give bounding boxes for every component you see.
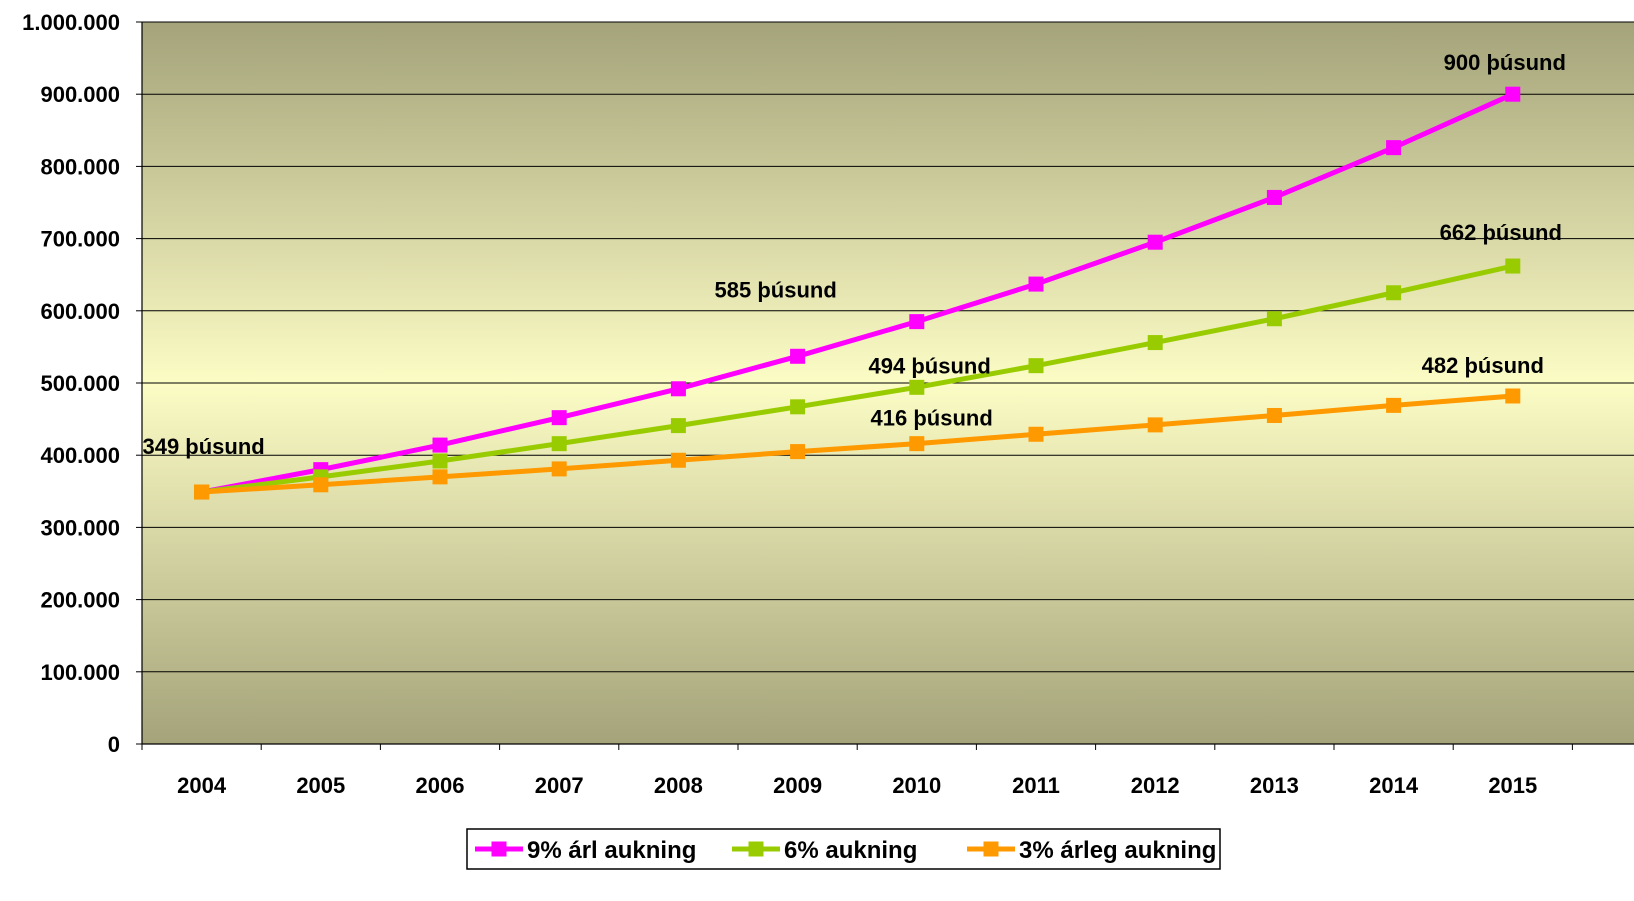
gridlines [142, 21, 1634, 673]
y-tick-label: 400.000 [40, 443, 120, 468]
legend-box [466, 828, 1221, 870]
series-line [201, 393, 1513, 495]
y-tick-label: 500.000 [40, 371, 120, 396]
series-layer [194, 86, 1521, 500]
y-axis-labels: 0 100.000 200.000 300.000 400.000 500.000 600.… [22, 10, 120, 757]
x-tick-label: 2006 [416, 773, 465, 798]
legend-label: 9% árl aukning [527, 837, 696, 864]
data-point [1147, 417, 1163, 433]
y-tick-label: 900.000 [40, 82, 120, 107]
x-tick-label: 2013 [1250, 773, 1299, 798]
x-tick-label: 2012 [1131, 773, 1180, 798]
legend-item: 6% aukning [732, 837, 917, 864]
series-line [201, 91, 1514, 495]
data-point [790, 444, 806, 460]
x-tick-label: 2004 [177, 773, 227, 798]
legend-swatch-marker [983, 841, 999, 857]
data-label: 900 þúsund [1444, 50, 1566, 75]
x-tick-label: 2007 [535, 773, 584, 798]
data-point [194, 484, 210, 500]
data-point [1386, 285, 1402, 301]
data-point [790, 399, 806, 415]
data-point [1505, 388, 1521, 404]
y-tick-label: 600.000 [40, 299, 120, 324]
y-tick-label: 0 [108, 732, 120, 757]
data-point [1266, 311, 1282, 327]
legend-label: 6% aukning [784, 837, 917, 864]
legend: 9% árl aukning 6% aukning 3% árleg aukning [466, 828, 1221, 870]
data-point [1147, 234, 1163, 250]
data-point [432, 437, 448, 453]
legend-item: 3% árleg aukning [967, 837, 1216, 864]
y-tick-label: 700.000 [40, 227, 120, 252]
x-axis-labels: 2004 2005 2006 2007 2008 2009 2010 2011 2012 2013… [177, 773, 1537, 798]
x-tick-label: 2009 [773, 773, 822, 798]
data-point [1028, 426, 1044, 442]
data-point [909, 379, 925, 395]
x-tick-label: 2011 [1012, 773, 1060, 798]
data-label: 585 þúsund [715, 278, 837, 303]
data-point [1266, 189, 1282, 205]
legend-label: 3% árleg aukning [1019, 837, 1216, 864]
data-point [1386, 140, 1402, 156]
data-point [1386, 397, 1402, 413]
y-tick-label: 300.000 [40, 515, 120, 540]
y-tick-label: 200.000 [40, 588, 120, 613]
series-line [201, 263, 1514, 495]
y-tick-label: 100.000 [40, 660, 120, 685]
data-point [670, 418, 686, 434]
data-point [1266, 407, 1282, 423]
data-point [432, 469, 448, 485]
data-point [1505, 258, 1521, 274]
data-point [551, 410, 567, 426]
data-point [670, 452, 686, 468]
data-point [313, 477, 329, 493]
x-tick-label: 2014 [1369, 773, 1419, 798]
data-point [551, 461, 567, 477]
data-point [1505, 86, 1521, 102]
y-tick-label: 800.000 [40, 154, 120, 179]
data-point [1028, 276, 1044, 292]
data-point [909, 436, 925, 452]
data-point [670, 381, 686, 397]
y-tick-label: 1.000.000 [22, 10, 120, 35]
legend-item: 9% árl aukning [475, 837, 696, 864]
data-point [790, 348, 806, 364]
x-tick-label: 2010 [892, 773, 941, 798]
data-label: 482 þúsund [1422, 353, 1544, 378]
data-point [1028, 358, 1044, 374]
data-label: 662 þúsund [1440, 220, 1562, 245]
data-point [1147, 335, 1163, 351]
legend-swatch-marker [748, 841, 764, 857]
x-tick-label: 2015 [1488, 773, 1537, 798]
series-2 [194, 388, 1521, 500]
legend-swatch-marker [491, 841, 507, 857]
data-point [551, 436, 567, 452]
data-label: 349 þúsund [142, 434, 264, 459]
axes [136, 21, 1634, 750]
x-tick-label: 2005 [296, 773, 345, 798]
x-tick-label: 2008 [654, 773, 703, 798]
data-labels: 349 þúsund 585 þúsund 494 þúsund 416 þúsund… [142, 50, 1565, 459]
data-label: 494 þúsund [869, 353, 991, 378]
data-point [909, 314, 925, 330]
data-point [432, 453, 448, 469]
data-label: 416 þúsund [871, 406, 993, 431]
